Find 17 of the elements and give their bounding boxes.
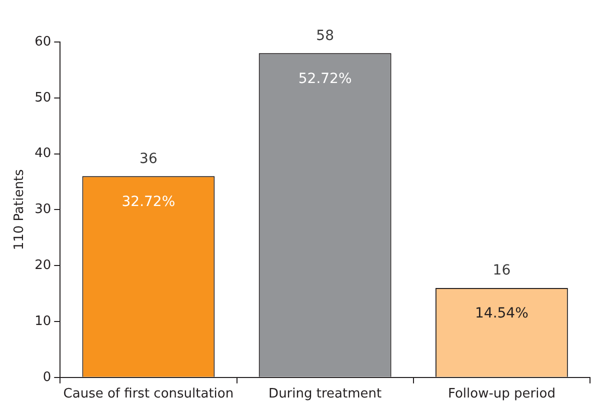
y-tick-label: 30 — [34, 202, 52, 218]
y-tick-label: 50 — [34, 90, 52, 106]
y-axis-title: 110 Patients — [12, 168, 28, 250]
y-tick-label: 40 — [34, 146, 52, 162]
y-tick-label: 20 — [34, 258, 52, 273]
y-tick-label: 0 — [42, 370, 52, 385]
data-label: 58 — [316, 28, 334, 44]
y-tick-label: 60 — [34, 34, 52, 50]
annotation: 32.72% — [122, 194, 176, 210]
x-tick-label: Follow-up period — [448, 386, 556, 402]
x-tick-label: During treatment — [268, 386, 382, 402]
annotation: 52.72% — [298, 70, 352, 87]
annotation: 14.54% — [474, 306, 528, 322]
data-label: 16 — [492, 262, 511, 279]
y-tick-label: 10 — [34, 314, 52, 329]
x-tick-label: Cause of first consultation — [63, 386, 234, 402]
data-label: 36 — [140, 150, 158, 167]
